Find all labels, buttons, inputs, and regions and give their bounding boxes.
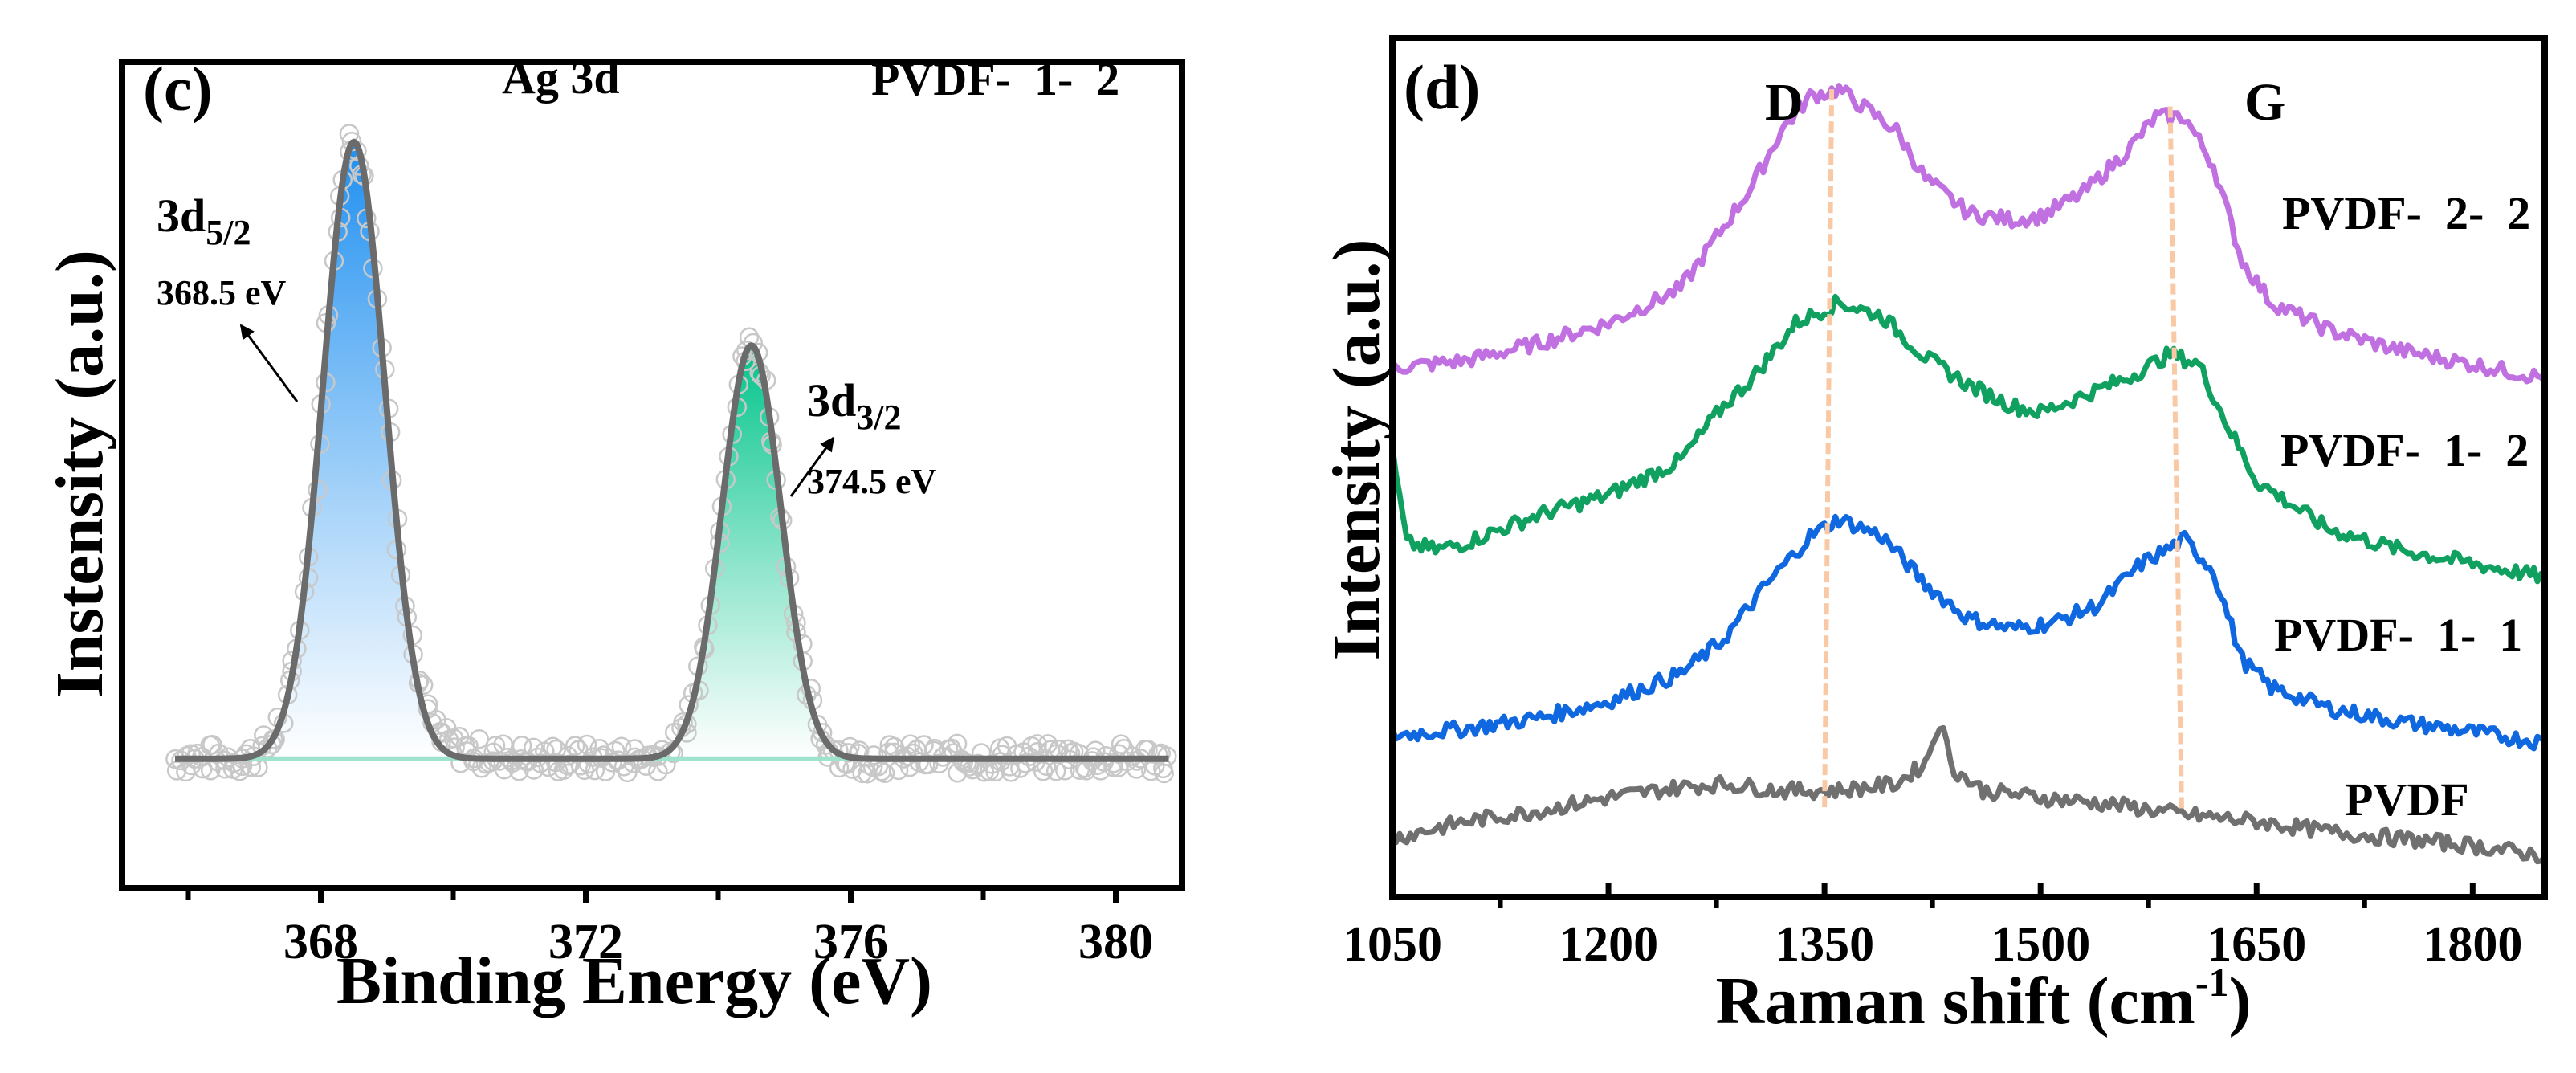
arrow-icon xyxy=(239,324,299,402)
data-point xyxy=(1027,734,1047,754)
raman-panel xyxy=(1389,35,2548,908)
data-point xyxy=(181,744,201,764)
y-axis-title: Instensity (a.u.) xyxy=(43,250,117,698)
x-tick-label: 1050 xyxy=(1343,917,1442,972)
data-point xyxy=(985,761,1005,782)
x-tick-label: 1500 xyxy=(1991,917,2091,972)
data-point xyxy=(493,734,514,755)
data-point xyxy=(1060,743,1081,764)
peak-name: 3d xyxy=(807,374,857,426)
data-point xyxy=(469,728,490,749)
x-axis-title-superscript: -1 xyxy=(2195,960,2229,1005)
panel-label: (d) xyxy=(1404,52,1481,122)
peak-energy-374: 374.5 eV xyxy=(807,462,937,501)
x-tick-label: 1650 xyxy=(2207,917,2307,972)
peak-label-3d52: 3d5/2 xyxy=(157,190,251,251)
panel-label: (c) xyxy=(143,54,213,124)
data-point xyxy=(1111,734,1131,754)
x-axis-ticks xyxy=(1389,883,2476,908)
plot-frame xyxy=(119,59,1185,891)
peak-subscript: 5/2 xyxy=(206,213,251,252)
x-tick-label: 368 xyxy=(283,915,358,969)
arrow-icon xyxy=(789,436,835,497)
sample-label: PVDF- 1- 2 xyxy=(871,53,1120,105)
peak-fill xyxy=(640,345,863,759)
raman-series xyxy=(1389,83,2547,865)
x-axis-title-end: ) xyxy=(2228,964,2252,1038)
y-axis-title: Intensity (a.u.) xyxy=(1319,239,1394,661)
series-label: PVDF- 1- 2 xyxy=(2280,424,2529,476)
peak-fill xyxy=(237,141,471,759)
x-axis-title: Raman shift (cm-1) xyxy=(1716,962,2252,1035)
x-tick-label: 1800 xyxy=(2423,917,2523,972)
peak-subscript: 3/2 xyxy=(856,398,902,437)
data-point xyxy=(1141,761,1161,781)
x-axis-ticks xyxy=(185,888,1119,903)
x-tick-label: 376 xyxy=(813,915,888,969)
data-point xyxy=(565,736,585,756)
series-line xyxy=(1392,724,2547,865)
data-point xyxy=(914,735,934,755)
data-point xyxy=(956,753,977,773)
x-axis-title: Binding Energy (eV) xyxy=(336,944,933,1018)
data-point xyxy=(1103,753,1124,773)
data-point xyxy=(900,734,920,755)
series-label: PVDF- 1- 1 xyxy=(2274,609,2523,661)
peak-label-3d32: 3d3/2 xyxy=(807,374,902,435)
data-point xyxy=(1045,761,1066,781)
band-guide-line xyxy=(1822,89,1835,812)
band-label-d: D xyxy=(1765,73,1804,132)
data-point xyxy=(863,745,884,765)
data-point xyxy=(543,736,563,757)
x-tick-label: 380 xyxy=(1078,915,1153,969)
peak-energy-368: 368.5 eV xyxy=(157,273,287,312)
series-line xyxy=(1389,513,2546,752)
series-line xyxy=(1389,293,2545,585)
data-point xyxy=(574,760,595,781)
peak-name: 3d xyxy=(157,190,206,242)
data-point xyxy=(1001,762,1021,782)
xps-panel xyxy=(119,59,1185,903)
band-label-g: G xyxy=(2244,73,2286,132)
data-point xyxy=(874,763,895,784)
x-axis-title-main: Raman shift (cm xyxy=(1715,964,2195,1038)
data-point xyxy=(848,744,869,764)
band-guide-line xyxy=(2167,106,2184,812)
series-label: PVDF xyxy=(2345,773,2469,826)
chart-title: Ag 3d xyxy=(502,51,620,104)
x-tick-label: 372 xyxy=(548,915,623,969)
data-point xyxy=(1033,761,1054,781)
peak-fills xyxy=(237,141,863,759)
series-line xyxy=(1390,83,2547,385)
plot-frame xyxy=(1389,35,2548,900)
data-point xyxy=(577,734,597,755)
fit-envelope xyxy=(175,138,1169,762)
series-label: PVDF- 2- 2 xyxy=(2282,187,2531,239)
x-tick-label: 1350 xyxy=(1775,917,1875,972)
data-point xyxy=(485,736,506,756)
x-tick-label: 1200 xyxy=(1559,917,1659,972)
band-guide-lines xyxy=(1822,89,2184,812)
